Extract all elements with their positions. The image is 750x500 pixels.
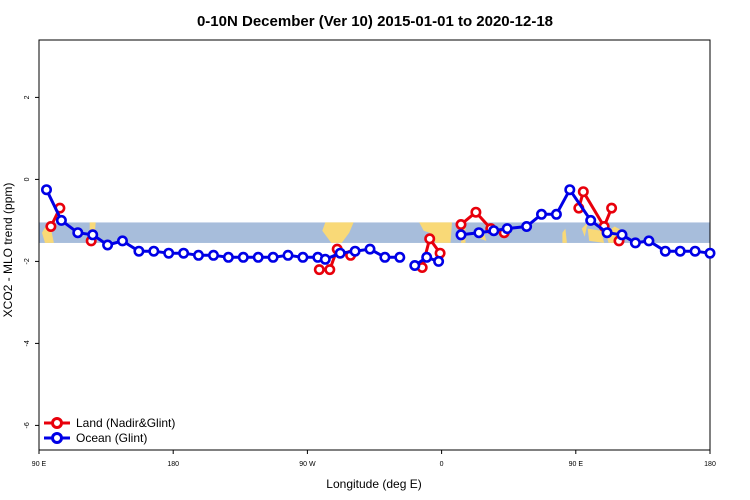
- chart-title: 0-10N December (Ver 10) 2015-01-01 to 20…: [197, 13, 553, 30]
- data-point-ocean: [297, 251, 309, 263]
- data-point-ocean: [178, 247, 190, 259]
- data-point-ocean: [585, 214, 597, 226]
- x-axis: 90 E 180 90 W 0 90 E 180: [32, 450, 716, 468]
- map-land: [322, 222, 354, 243]
- x-tick-label: 180: [167, 461, 179, 468]
- data-point-land: [324, 264, 336, 276]
- data-point-land: [577, 186, 589, 198]
- data-point-ocean: [659, 245, 671, 257]
- data-point-ocean: [689, 245, 701, 257]
- data-point-ocean: [87, 229, 99, 241]
- y-tick-label: 0: [24, 177, 31, 181]
- data-point-ocean: [117, 235, 129, 247]
- legend-land-marker: [51, 417, 63, 429]
- data-point-ocean: [421, 251, 433, 263]
- map-land: [419, 222, 452, 243]
- data-point-land: [606, 202, 618, 214]
- data-point-ocean: [193, 249, 205, 261]
- data-point-ocean: [237, 251, 249, 263]
- data-point-ocean: [550, 208, 562, 220]
- map-ocean: [39, 222, 710, 243]
- data-point-ocean: [72, 227, 84, 239]
- y-tick-label: -2: [24, 258, 31, 264]
- map-land: [562, 228, 567, 243]
- legend-ocean-label: Ocean (Glint): [76, 431, 147, 445]
- data-point-ocean: [521, 221, 533, 233]
- map-land: [587, 228, 605, 243]
- y-tick-label: -4: [24, 340, 31, 346]
- data-point-ocean: [379, 251, 391, 263]
- x-tick-label: 90 E: [569, 461, 584, 468]
- data-point-ocean: [488, 225, 500, 237]
- plot-frame: [38, 39, 711, 451]
- data-point-ocean: [364, 243, 376, 255]
- data-point-ocean: [643, 235, 655, 247]
- data-point-land: [424, 233, 436, 245]
- series-layer: [40, 184, 716, 276]
- data-point-ocean: [473, 227, 485, 239]
- legend-land-label: Land (Nadir&Glint): [76, 416, 175, 430]
- data-point-ocean: [674, 245, 686, 257]
- x-axis-label: Longitude (deg E): [326, 477, 421, 491]
- data-point-ocean: [208, 249, 220, 261]
- series-ocean: [40, 184, 716, 271]
- data-point-ocean: [267, 251, 279, 263]
- data-point-land: [45, 221, 57, 233]
- data-point-ocean: [148, 245, 160, 257]
- data-point-ocean: [455, 229, 467, 241]
- data-point-ocean: [55, 214, 67, 226]
- data-point-ocean: [319, 253, 331, 265]
- map-land: [42, 222, 54, 243]
- series-line-land: [577, 190, 613, 228]
- legend: Land (Nadir&Glint) Ocean (Glint): [44, 416, 175, 445]
- y-axis-label: XCO2 - MLO trend (ppm): [1, 183, 15, 318]
- data-point-ocean: [535, 208, 547, 220]
- data-point-ocean: [133, 245, 145, 257]
- data-point-land: [455, 219, 467, 231]
- map-land: [581, 222, 588, 237]
- data-point-ocean: [252, 251, 264, 263]
- data-point-ocean: [163, 247, 175, 259]
- x-tick-label: 180: [704, 461, 716, 468]
- data-point-ocean: [501, 223, 513, 235]
- y-tick-label: -6: [24, 422, 31, 428]
- plot-border: [38, 39, 711, 451]
- data-point-ocean: [564, 184, 576, 196]
- data-point-land: [313, 264, 325, 276]
- data-point-ocean: [282, 249, 294, 261]
- y-axis: 2 0 -2 -4 -6: [24, 95, 39, 429]
- data-point-ocean: [629, 237, 641, 249]
- data-point-ocean: [394, 251, 406, 263]
- data-point-land: [470, 206, 482, 218]
- data-point-ocean: [102, 239, 114, 251]
- legend-ocean-marker: [51, 432, 63, 444]
- x-tick-label: 90 E: [32, 461, 47, 468]
- x-tick-label: 0: [440, 461, 444, 468]
- y-tick-label: 2: [24, 95, 31, 99]
- data-point-ocean: [334, 247, 346, 259]
- data-point-ocean: [349, 245, 361, 257]
- data-point-ocean: [616, 229, 628, 241]
- data-point-ocean: [433, 255, 445, 267]
- data-point-ocean: [40, 184, 52, 196]
- data-point-ocean: [704, 247, 716, 259]
- data-point-ocean: [601, 227, 613, 239]
- data-point-ocean: [222, 251, 234, 263]
- x-tick-label: 90 W: [299, 461, 316, 468]
- data-point-ocean: [409, 259, 421, 271]
